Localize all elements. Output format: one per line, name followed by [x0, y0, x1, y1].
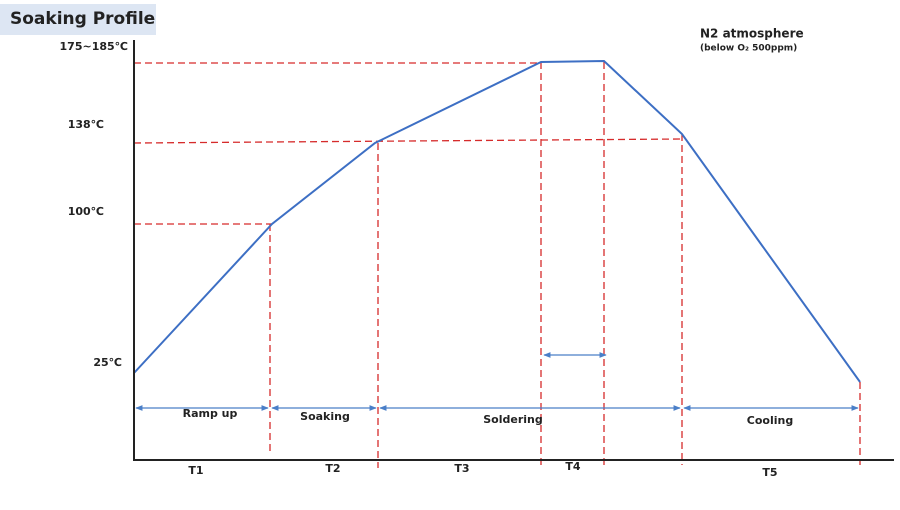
phase-label: Soaking	[300, 410, 350, 423]
phase-label: Soldering	[483, 413, 543, 426]
temperature-label: 175~185℃	[60, 40, 128, 53]
period-label: T3	[454, 462, 469, 475]
period-label: T4	[565, 460, 581, 473]
period-label: T1	[188, 464, 203, 477]
profile-line	[133, 59, 861, 383]
period-label: T5	[762, 466, 777, 479]
title: Soaking Profile	[10, 9, 155, 29]
annotation-title: N2 atmosphere	[700, 27, 804, 41]
guides	[133, 62, 861, 468]
period-label: T2	[325, 462, 340, 475]
phase-label: Ramp up	[183, 407, 238, 420]
temperature-label: 138℃	[68, 118, 104, 131]
annotation-subtitle: (below O₂ 500ppm)	[700, 44, 797, 54]
temperature-label: 100℃	[68, 205, 104, 218]
phase-arrows	[135, 352, 859, 411]
phase-label: Cooling	[747, 414, 793, 427]
temperature-label: 25℃	[93, 356, 122, 369]
title-box	[0, 4, 156, 35]
